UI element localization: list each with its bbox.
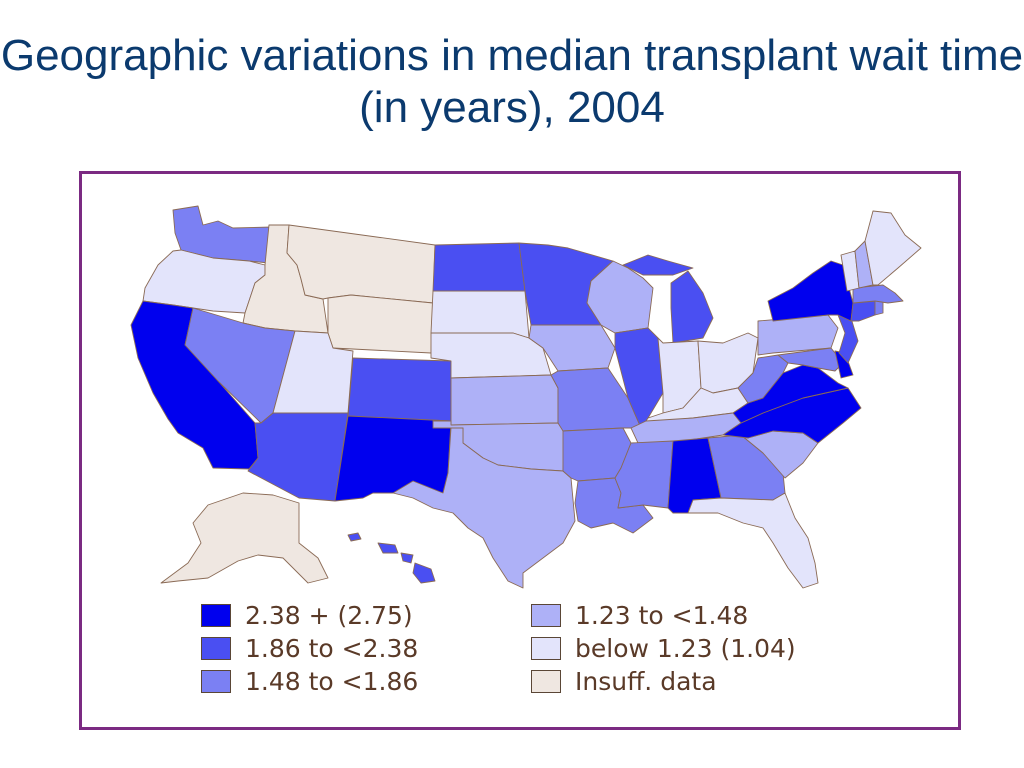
state-ct: [850, 300, 876, 322]
legend-item: Insuff. data: [531, 666, 717, 696]
state-ny: [767, 260, 854, 322]
state-nj: [837, 314, 859, 364]
map-frame: 2.38 + (2.75) 1.86 to <2.38 1.48 to <1.8…: [79, 171, 961, 730]
legend-label: 2.38 + (2.75): [245, 600, 413, 630]
state-hi-3: [400, 552, 414, 564]
state-md: [777, 347, 844, 372]
legend-label: 1.23 to <1.48: [575, 600, 749, 630]
state-ks: [450, 374, 559, 426]
state-hi-2: [377, 542, 399, 554]
state-mt: [286, 224, 436, 304]
legend-label: 1.48 to <1.86: [245, 666, 419, 696]
legend-swatch: [531, 669, 561, 693]
state-nd: [432, 242, 526, 292]
state-hi-1: [347, 532, 362, 542]
legend-swatch: [201, 636, 231, 660]
state-ri: [874, 300, 884, 316]
state-co: [347, 357, 452, 422]
state-wy: [327, 294, 434, 354]
state-fl: [687, 492, 819, 589]
state-me: [864, 210, 922, 286]
state-mi: [670, 270, 714, 344]
legend-item: 1.23 to <1.48: [531, 600, 748, 630]
state-mi-up: [622, 254, 694, 276]
state-az: [247, 412, 349, 502]
map-legend: 2.38 + (2.75) 1.86 to <2.38 1.48 to <1.8…: [201, 600, 861, 696]
legend-swatch: [201, 603, 231, 627]
legend-label: below 1.23 (1.04): [575, 633, 796, 663]
legend-label: 1.86 to <2.38: [245, 633, 419, 663]
legend-label: Insuff. data: [575, 666, 717, 696]
legend-swatch: [531, 636, 561, 660]
state-sd: [430, 290, 530, 339]
state-wi: [586, 260, 654, 334]
legend-item: 2.38 + (2.75): [201, 600, 413, 630]
state-nm: [334, 415, 452, 502]
legend-swatch: [531, 603, 561, 627]
state-ma: [852, 284, 904, 304]
state-ak: [160, 492, 329, 584]
legend-swatch: [201, 669, 231, 693]
us-map: [130, 205, 922, 589]
legend-item: 1.48 to <1.86: [201, 666, 418, 696]
state-tx: [392, 427, 576, 589]
slide-title: Geographic variations in median transpla…: [0, 31, 1024, 132]
legend-item: below 1.23 (1.04): [531, 633, 796, 663]
legend-item: 1.86 to <2.38: [201, 633, 418, 663]
state-hi-4: [412, 562, 436, 584]
